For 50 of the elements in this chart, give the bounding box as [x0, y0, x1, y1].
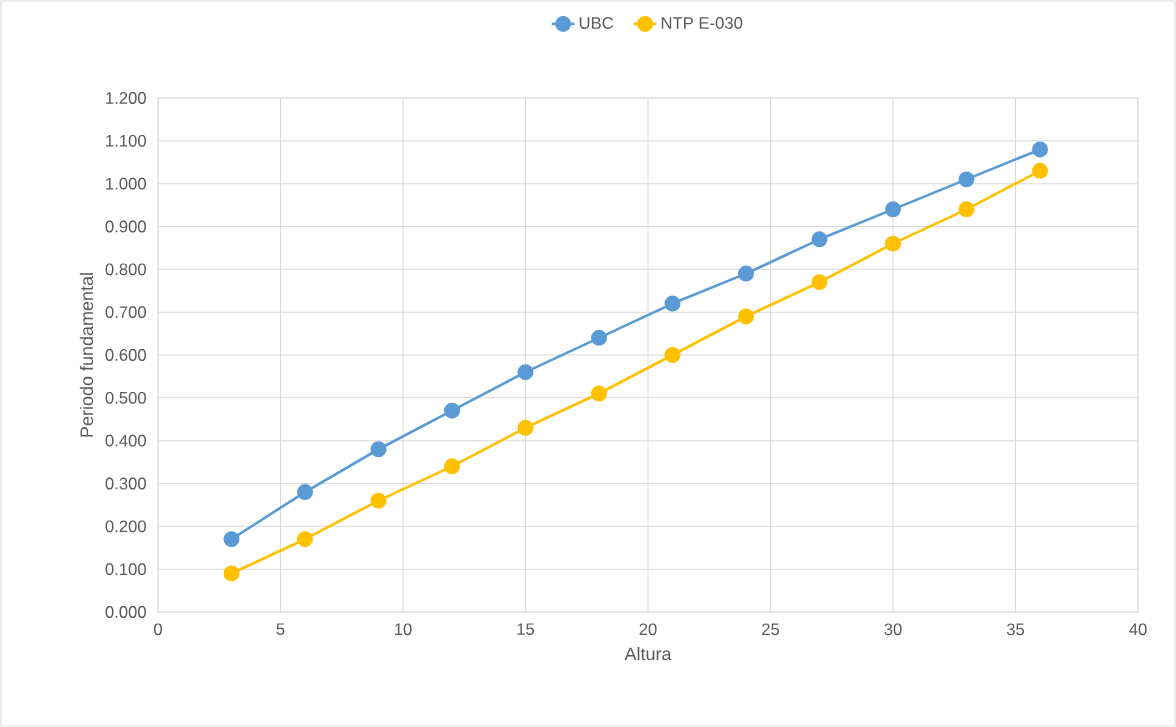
point [1032, 162, 1049, 179]
legend-label: UBC [579, 17, 614, 29]
x-tick-label: 40 [1129, 623, 1147, 636]
point [1032, 141, 1049, 158]
point [223, 531, 240, 548]
point [958, 201, 975, 218]
x-tick-label: 10 [395, 623, 412, 636]
point [738, 265, 755, 282]
y-tick-label: 0.100 [105, 563, 146, 576]
point [296, 531, 314, 548]
y-tick-label: 0.200 [105, 520, 146, 533]
x-tick-label: 20 [639, 623, 657, 636]
point [370, 441, 387, 458]
point [223, 565, 240, 582]
y-tick-label: 0.300 [105, 477, 146, 490]
y-tick-label: 0.600 [105, 349, 146, 361]
x-tick-label: 25 [762, 623, 780, 636]
point [885, 201, 902, 218]
y-tick-label: 1.100 [106, 134, 146, 147]
point [517, 364, 534, 381]
x-tick-label: 30 [884, 623, 902, 636]
point [444, 458, 461, 475]
x-tick-label: 5 [276, 623, 285, 636]
legend-label: NTP E-030 [661, 17, 743, 29]
y-tick-label: 0.500 [105, 391, 146, 404]
point [885, 235, 902, 252]
point [370, 492, 387, 509]
y-tick-label: 0.900 [105, 220, 146, 233]
point [811, 231, 828, 248]
y-tick-label: 1.200 [106, 92, 146, 104]
point [811, 274, 828, 291]
y-tick-label: 1.000 [106, 177, 146, 190]
point [958, 171, 975, 188]
y-tick-label: 0.800 [105, 263, 146, 276]
y-tick-label: 0.400 [105, 434, 146, 447]
point [296, 484, 314, 501]
point [664, 346, 681, 363]
y-tick-label: 0.000 [105, 606, 146, 618]
x-tick-label: 35 [1006, 623, 1025, 636]
y-axis-title: Periodo fundamental [79, 273, 94, 437]
point [444, 402, 461, 419]
point [591, 329, 608, 346]
x-tick-label: 15 [517, 623, 535, 636]
x-axis-title: Altura [624, 646, 672, 661]
point [738, 308, 755, 325]
y-tick-label: 0.700 [105, 306, 146, 319]
point [591, 385, 608, 402]
x-tick-label: 0 [154, 623, 162, 636]
point [664, 295, 681, 312]
point [517, 419, 534, 436]
